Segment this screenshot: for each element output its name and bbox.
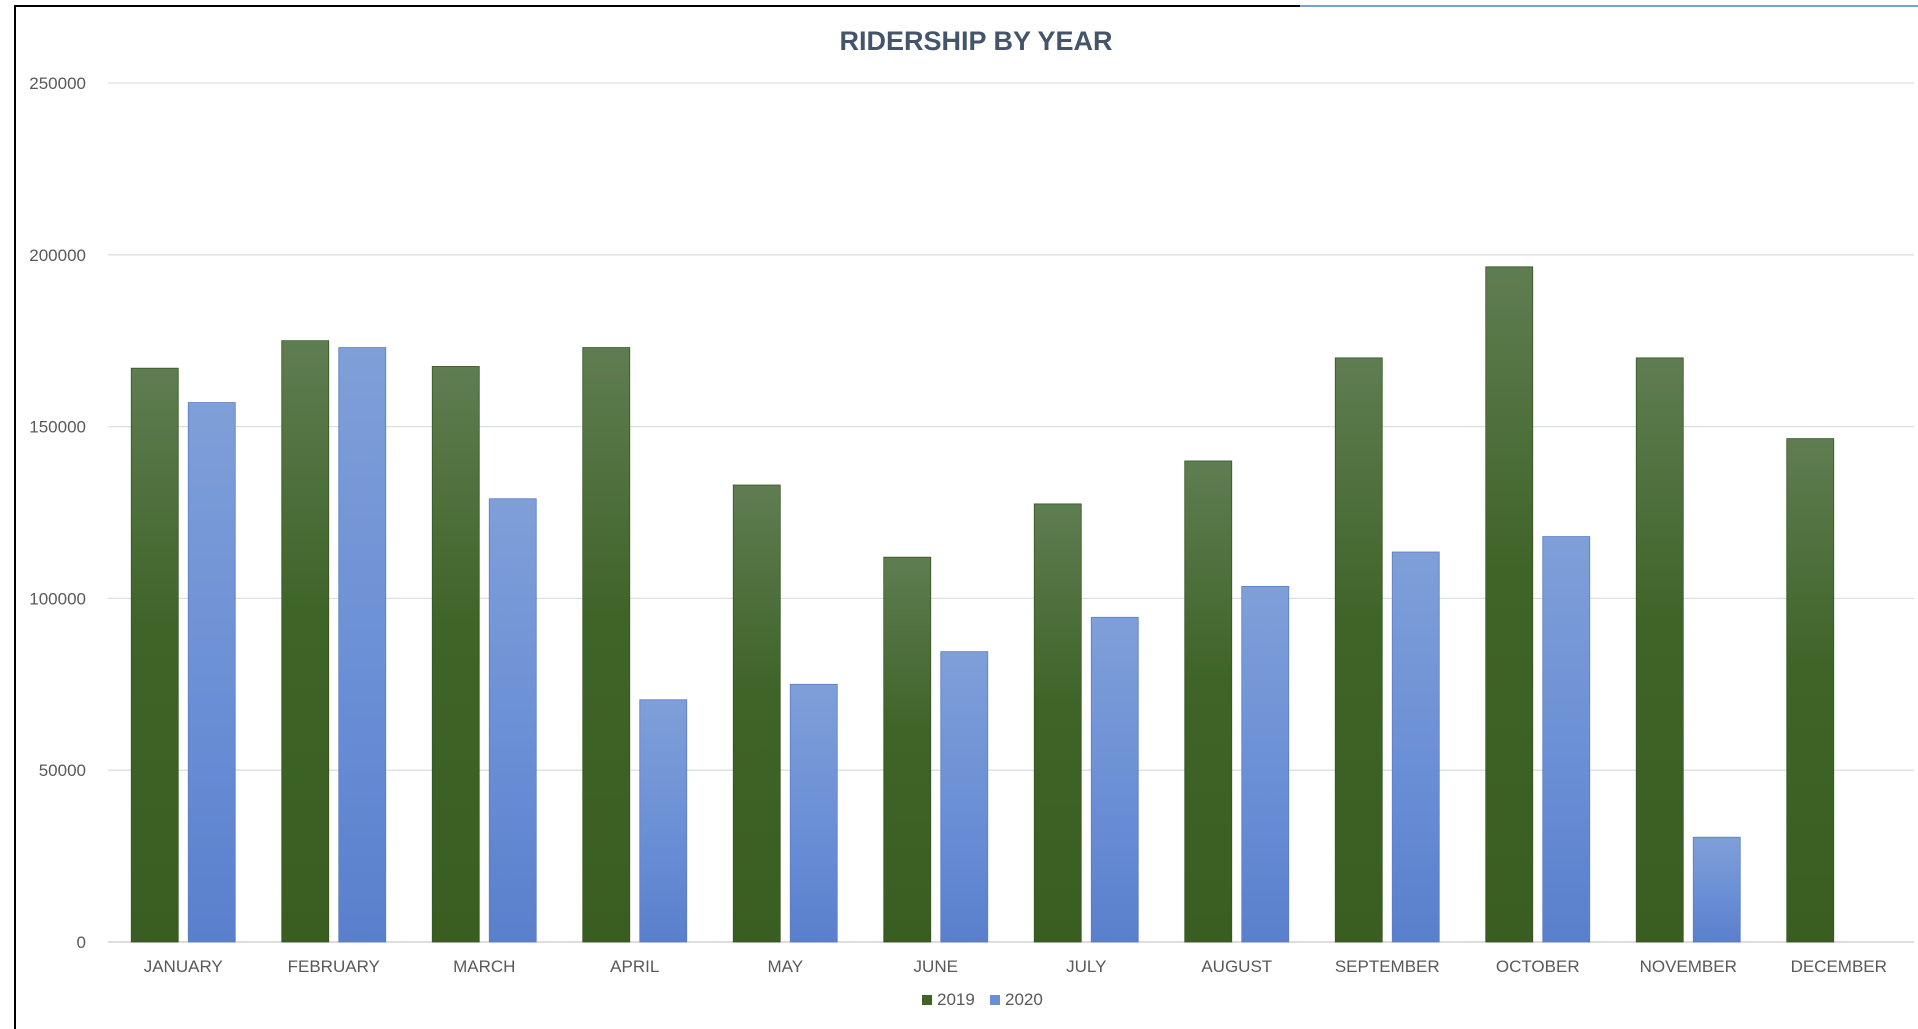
bar-2019-november bbox=[1635, 357, 1684, 943]
frame-border-left bbox=[14, 5, 16, 1029]
bar-2019-december bbox=[1786, 438, 1835, 943]
x-tick-label: FEBRUARY bbox=[288, 957, 380, 976]
y-tick-label: 150000 bbox=[29, 418, 86, 437]
frame-border-top bbox=[14, 5, 1918, 7]
bar-2019-july bbox=[1033, 503, 1082, 943]
bar-2020-june bbox=[940, 651, 989, 943]
bar-2019-april bbox=[582, 347, 631, 943]
bar-2019-june bbox=[883, 556, 932, 943]
bar-2020-january bbox=[187, 402, 236, 943]
x-tick-label: OCTOBER bbox=[1496, 957, 1580, 976]
bar-2020-may bbox=[789, 683, 838, 943]
x-tick-label: NOVEMBER bbox=[1640, 957, 1737, 976]
legend: 2019 2020 bbox=[922, 990, 1043, 1009]
y-tick-label: 200000 bbox=[29, 246, 86, 265]
bar-2019-february bbox=[281, 340, 330, 943]
bar-2019-january bbox=[130, 367, 179, 943]
y-axis-ticks: 0 50000 100000 150000 200000 250000 bbox=[29, 74, 86, 952]
frame-accent-line bbox=[1300, 5, 1918, 7]
bars bbox=[130, 266, 1835, 943]
bar-2020-april bbox=[639, 699, 688, 943]
y-tick-label: 250000 bbox=[29, 74, 86, 93]
bar-2019-october bbox=[1485, 266, 1534, 943]
y-tick-label: 0 bbox=[77, 933, 86, 952]
chart-title: RIDERSHIP BY YEAR bbox=[839, 26, 1112, 56]
x-tick-label: SEPTEMBER bbox=[1335, 957, 1440, 976]
bar-2020-october bbox=[1542, 536, 1591, 943]
x-tick-label: JULY bbox=[1066, 957, 1106, 976]
bar-2020-march bbox=[488, 498, 537, 943]
x-tick-label: MAY bbox=[767, 957, 803, 976]
bar-2019-may bbox=[732, 484, 781, 943]
x-tick-label: JUNE bbox=[914, 957, 958, 976]
y-tick-label: 100000 bbox=[29, 589, 86, 608]
bar-2019-august bbox=[1184, 460, 1233, 943]
bar-2020-september bbox=[1391, 551, 1440, 943]
x-tick-label: APRIL bbox=[610, 957, 659, 976]
legend-label-2019: 2019 bbox=[937, 990, 975, 1009]
x-tick-label: DECEMBER bbox=[1791, 957, 1887, 976]
x-tick-label: JANUARY bbox=[144, 957, 223, 976]
legend-swatch-2019 bbox=[922, 995, 932, 1005]
bar-2020-november bbox=[1692, 836, 1741, 943]
bar-2020-august bbox=[1241, 585, 1290, 943]
x-tick-label: MARCH bbox=[453, 957, 515, 976]
bar-2019-march bbox=[431, 366, 480, 943]
y-tick-label: 50000 bbox=[39, 761, 86, 780]
x-tick-label: AUGUST bbox=[1201, 957, 1272, 976]
bar-2020-july bbox=[1090, 616, 1139, 943]
legend-swatch-2020 bbox=[990, 995, 1000, 1005]
bar-2019-september bbox=[1334, 357, 1383, 943]
bar-2020-february bbox=[338, 347, 387, 943]
gridlines bbox=[108, 82, 1914, 943]
legend-label-2020: 2020 bbox=[1005, 990, 1043, 1009]
x-axis-ticks: JANUARY FEBRUARY MARCH APRIL MAY JUNE JULY AUGU… bbox=[144, 957, 1887, 976]
